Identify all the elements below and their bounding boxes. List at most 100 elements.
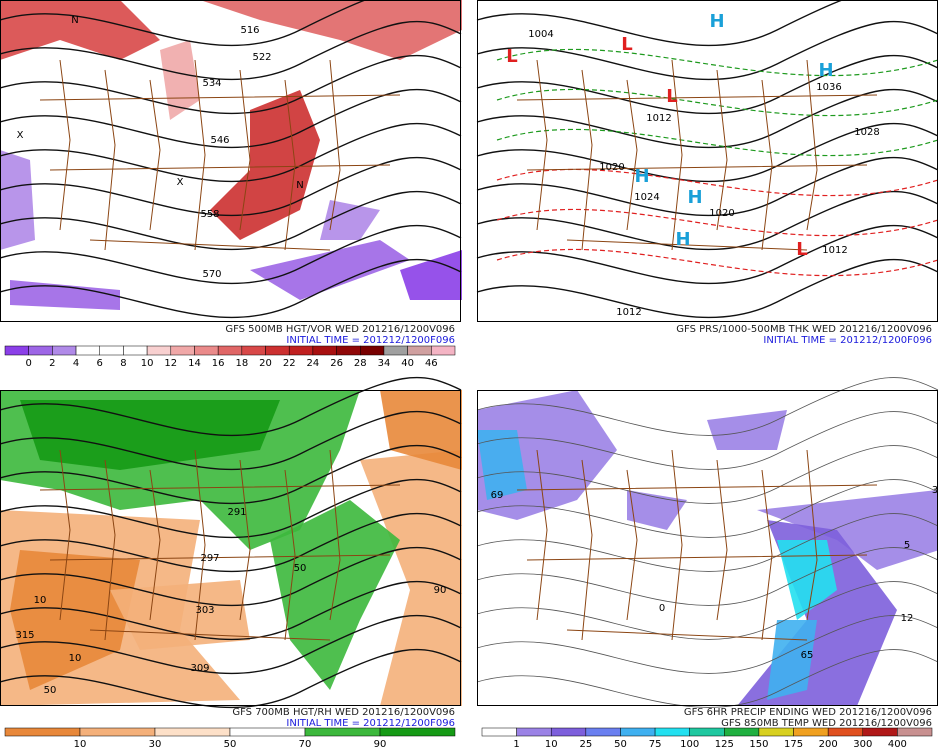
colorbar-label: 300 [853, 739, 872, 750]
colorbar-cell [481, 727, 517, 737]
colorbar-label: 0 [25, 358, 31, 369]
colorbar-label: 25 [579, 739, 592, 750]
colorbar-cell [758, 727, 794, 737]
colorbar-cell [431, 345, 456, 356]
map-label: 297 [200, 553, 219, 564]
field-shading [777, 540, 837, 620]
border-line [59, 449, 71, 621]
contour [0, 156, 462, 217]
map-panel: 315 309 303 297 291 10 10 50 50 90 GFS 700MB HGT/R… [0, 376, 462, 750]
colorbar-cell [360, 345, 385, 356]
border-line [516, 484, 878, 641]
contour [476, 445, 938, 504]
border-line [806, 59, 818, 231]
map-label: 12 [901, 613, 914, 624]
map-label: 570 [202, 269, 221, 280]
map-label: 522 [252, 52, 271, 63]
field-shading [400, 250, 462, 300]
map-label: 558 [200, 209, 219, 220]
colorbar-label: 2 [49, 358, 55, 369]
map-label: L [506, 46, 517, 67]
colorbar-cell [379, 727, 456, 737]
colorbar-label: 24 [307, 358, 320, 369]
border-line [39, 94, 401, 251]
colorbar-label: 6 [97, 358, 103, 369]
map-label: H [818, 60, 833, 81]
border-line [149, 469, 161, 621]
colorbar-cell [620, 727, 656, 737]
colorbar-cell [793, 727, 829, 737]
colorbar-label: 10 [74, 739, 87, 750]
colorbar-label: 70 [299, 739, 312, 750]
border-line [284, 469, 296, 641]
border-line [671, 449, 683, 641]
field-shading [707, 410, 787, 450]
contour [476, 513, 938, 572]
colorbar-cell [862, 727, 898, 737]
colorbar-cell [827, 727, 864, 737]
map-label: 65 [801, 650, 814, 661]
colorbar-cell [99, 345, 124, 356]
colorbar-label: 20 [259, 358, 272, 369]
caption: GFS 6HR PRECIP ENDING WED 201216/1200V09… [684, 707, 932, 718]
border-line [581, 459, 593, 641]
colorbar-label: 175 [784, 739, 803, 750]
colorbar-label: 34 [378, 358, 391, 369]
colorbar-label: 125 [715, 739, 734, 750]
map-label: 309 [190, 663, 209, 674]
map-label: 303 [195, 605, 214, 616]
map-label: 1020 [709, 208, 734, 219]
colorbar-cell [336, 345, 361, 356]
map-label: L [666, 86, 677, 107]
caption: INITIAL TIME = 201212/1200F096 [763, 335, 932, 346]
map-label: 0 [659, 603, 665, 614]
map-label: 10 [69, 653, 82, 664]
map-label: H [675, 229, 690, 250]
caption: GFS PRS/1000-500MB THK WED 201216/1200V0… [676, 324, 932, 335]
field-shading [360, 450, 462, 706]
contour [476, 581, 938, 640]
colorbar-cell [897, 727, 933, 737]
contour [0, 122, 462, 183]
colorbar-label: 8 [120, 358, 126, 369]
border-line [716, 69, 728, 231]
map-label: H [687, 187, 702, 208]
colorbar-cell [28, 345, 53, 356]
field-shading [20, 400, 280, 470]
colorbar-cell [217, 345, 243, 356]
caption: GFS 850MB TEMP WED 201216/1200V096 [721, 718, 932, 729]
colorbar-cell [288, 345, 314, 356]
contour [476, 615, 938, 674]
colorbar-label: 46 [425, 358, 438, 369]
contour [0, 410, 462, 471]
colorbar-cell [229, 727, 306, 737]
map-label: 50 [44, 685, 57, 696]
map-background [477, 0, 938, 322]
contour [476, 377, 938, 436]
colorbar-cell [194, 345, 219, 356]
colorbar-label: 30 [149, 739, 162, 750]
map-label: 1012 [822, 245, 847, 256]
colorbar-label: 100 [680, 739, 699, 750]
map-label: L [796, 239, 807, 260]
map-label: L [621, 34, 632, 55]
colorbar-cell [123, 345, 148, 356]
field-shading [210, 90, 320, 240]
border-line [626, 469, 638, 621]
border-line [329, 59, 341, 231]
field-shading [0, 0, 160, 60]
thickness-line [496, 248, 938, 277]
colorbar-label: 90 [374, 739, 387, 750]
thickness-line [496, 208, 938, 237]
map-label: 315 [15, 630, 34, 641]
border-line [536, 59, 548, 231]
colorbar-label: 200 [819, 739, 838, 750]
colorbar-cell [265, 345, 290, 356]
border-line [284, 79, 296, 251]
map-label: N [296, 180, 303, 191]
map-panel: 69 65 0 5 3 12 GFS 6HR PRECIP ENDING WED 20121… [476, 377, 938, 750]
border-line [239, 69, 251, 231]
contour [476, 190, 938, 251]
colorbar-label: 150 [749, 739, 768, 750]
map-label: 1036 [816, 82, 841, 93]
